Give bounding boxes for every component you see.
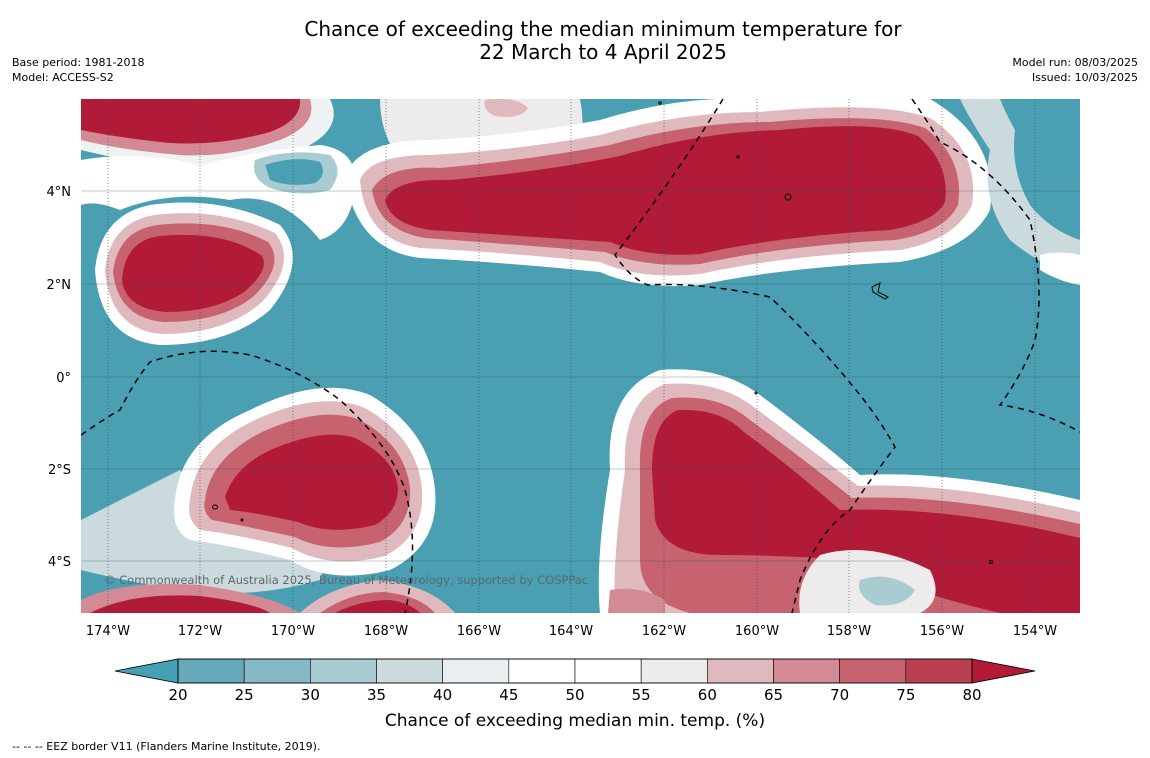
colorbar-frame [177,658,973,684]
lon-label-8: 160°W [735,624,779,639]
island-2 [871,282,889,300]
lon-label-5: 166°W [457,624,501,639]
anomaly-patch-south-teal [859,576,915,606]
island-5 [658,101,662,105]
colorbar-tick-80: 80 [962,686,981,704]
chart-title: Chance of exceeding the median minimum t… [0,18,1150,64]
colorbar-low-extension [114,658,179,684]
colorbar-tick-20: 20 [168,686,187,704]
anomaly-blob-bottom-left [81,580,455,613]
lon-label-9: 158°W [827,624,871,639]
colorbar-segment-3 [310,658,377,684]
colorbar: 20 25 30 35 40 45 50 55 60 65 70 75 80 Chance of exc… [114,658,1036,731]
island-7 [240,518,244,522]
islands [212,101,993,564]
colorbar-segment-1 [177,658,245,684]
issued-date: Issued: 10/03/2025 [1031,71,1138,84]
anomaly-ne-white [1040,252,1080,285]
colorbar-segment-11 [839,658,907,684]
colorbar-segment-12 [905,658,973,684]
eez-borders [81,99,1080,613]
anomaly-blob-north-central [345,99,992,287]
lon-label-10: 156°W [920,624,964,639]
lat-label-2: 2°N [47,278,72,293]
colorbar-tick-30: 30 [301,686,320,704]
lat-label-5: 4°S [48,555,71,570]
colorbar-tick-50: 50 [565,686,584,704]
lon-label-7: 162°W [642,624,686,639]
meta-left: Base period: 1981-2018 Model: ACCESS-S2 [12,55,144,85]
lon-label-3: 170°W [271,624,315,639]
lon-label-11: 154°W [1013,624,1057,639]
map-panel: © Commonwealth of Australia 2025, Bureau… [81,99,1080,613]
island-1 [784,193,792,201]
lat-label-4: 2°S [48,463,71,478]
colorbar-high-extension [971,658,1036,684]
island-6 [736,155,740,159]
anomaly-blob-sw-central [174,387,436,576]
lon-label-4: 168°W [364,624,408,639]
colorbar-segment-9 [707,658,774,684]
meta-right: Model run: 08/03/2025 Issued: 10/03/2025 [1012,55,1138,85]
colorbar-segment-10 [773,658,840,684]
colorbar-tick-65: 65 [764,686,783,704]
colorbar-tick-35: 35 [367,686,386,704]
colorbar-segment-2 [243,658,311,684]
colorbar-segment-7 [574,658,642,684]
island-4 [989,560,993,564]
latitude-labels: 4°N 2°N 0° 2°S 4°S [47,185,72,570]
island-8 [754,391,758,395]
title-line-1: Chance of exceeding the median minimum t… [304,17,902,41]
colorbar-tick-70: 70 [830,686,849,704]
model-run: Model run: 08/03/2025 [1012,56,1138,69]
colorbar-segment-6 [508,658,576,684]
lon-label-1: 174°W [86,624,130,639]
copyright-note: © Commonwealth of Australia 2025, Bureau… [104,573,588,587]
colorbar-tick-60: 60 [698,686,717,704]
lat-label-3: 0° [56,371,71,386]
colorbar-tick-25: 25 [235,686,254,704]
lat-label-1: 4°N [47,185,72,200]
colorbar-segment-4 [376,658,443,684]
anomaly-blob-west [95,202,293,345]
colorbar-segments [177,658,973,684]
longitude-labels: 174°W 172°W 170°W 168°W 166°W 164°W 162°… [86,624,1057,639]
colorbar-segment-5 [442,658,510,684]
colorbar-ticks: 20 25 30 35 40 45 50 55 60 65 70 75 80 [168,686,981,704]
colorbar-label: Chance of exceeding median min. temp. (%… [385,711,765,731]
colorbar-tick-75: 75 [896,686,915,704]
anomaly-ne-teal [1000,99,1080,240]
colorbar-tick-55: 55 [632,686,651,704]
anomaly-patch-south-pink [608,588,665,613]
colorbar-tick-45: 45 [499,686,518,704]
lon-label-6: 164°W [549,624,593,639]
latitude-lines [81,190,1080,562]
map-figure: © Commonwealth of Australia 2025, Bureau… [47,99,1080,731]
model-name: Model: ACCESS-S2 [12,71,114,84]
colorbar-segment-8 [640,658,708,684]
eez-legend-note: -- -- -- EEZ border V11 (Flanders Marine… [12,740,321,753]
colorbar-tick-40: 40 [433,686,452,704]
title-line-2: 22 March to 4 April 2025 [479,40,727,64]
anomaly-patch-top-pink [484,99,528,117]
base-period: Base period: 1981-2018 [12,56,145,69]
lon-label-2: 172°W [178,624,222,639]
island-3 [212,504,218,510]
anomaly-blob-south-central [598,369,1080,613]
anomaly-nw-swirl [81,145,356,240]
